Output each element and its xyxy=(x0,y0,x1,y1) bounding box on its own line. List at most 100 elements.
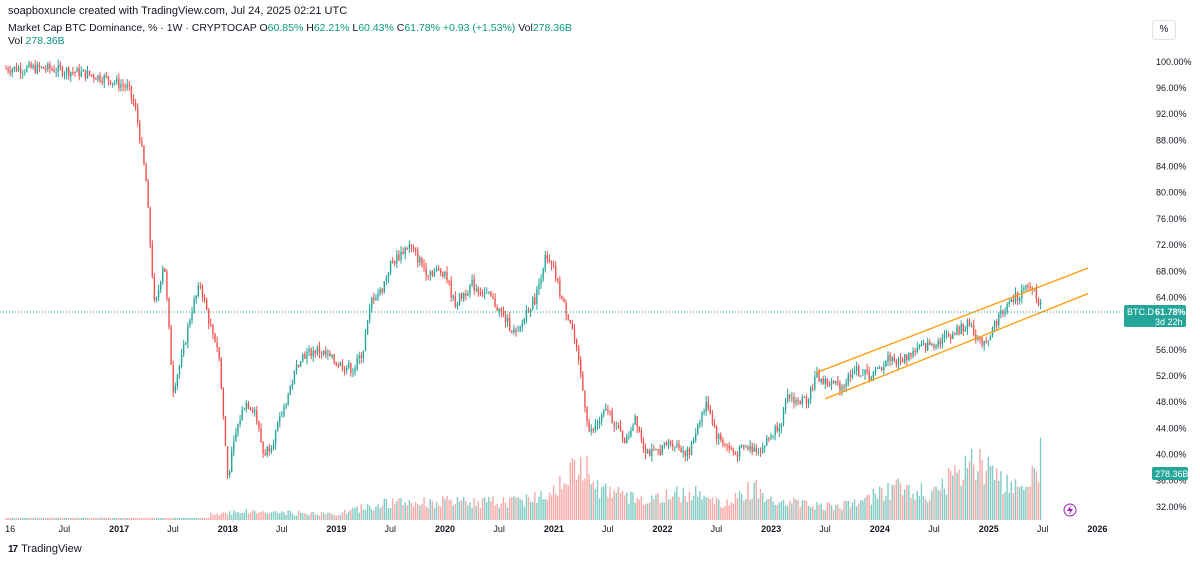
volume-bar xyxy=(504,502,507,520)
x-tick-label: Jul xyxy=(59,524,71,534)
volume-bar xyxy=(732,503,735,520)
volume-bar xyxy=(149,517,151,520)
volume-bar xyxy=(477,500,480,520)
volume-bar xyxy=(866,495,868,520)
volume-bar xyxy=(582,480,584,520)
volume-bar xyxy=(860,499,862,520)
volume-bar xyxy=(799,507,801,520)
volume-bar xyxy=(998,480,1000,520)
volume-bar xyxy=(678,496,680,520)
volume-bar xyxy=(962,479,964,520)
volume-bar xyxy=(155,517,158,520)
volume-bar xyxy=(970,448,973,520)
volume-bar xyxy=(841,510,843,520)
volume-bar xyxy=(304,513,306,520)
volume-bar xyxy=(628,503,630,520)
volume-bar xyxy=(763,501,766,520)
volume-bar xyxy=(463,496,465,520)
volume-bar xyxy=(264,512,266,520)
percent-scale-button[interactable]: % xyxy=(1152,20,1176,40)
volume-bar xyxy=(822,509,824,520)
volume-bar xyxy=(772,501,774,520)
volume-bar xyxy=(153,517,156,520)
lightning-icon[interactable] xyxy=(1063,503,1077,517)
volume-bar xyxy=(9,517,11,520)
volume-bar xyxy=(59,517,62,520)
x-tick-label: 2026 xyxy=(1087,524,1107,534)
volume-bar xyxy=(916,491,918,520)
volume-bar xyxy=(314,514,317,520)
volume-bar xyxy=(611,497,613,520)
volume-bar xyxy=(166,517,168,520)
volume-bar xyxy=(776,505,778,520)
volume-bar xyxy=(185,517,187,520)
volume-bar xyxy=(233,510,235,520)
close-value: 61.78% xyxy=(404,22,440,34)
volume-bar xyxy=(975,480,977,520)
volume-bar xyxy=(398,498,400,520)
volume-bar xyxy=(816,502,818,520)
x-tick-label: Jul xyxy=(1037,524,1049,534)
volume-bar xyxy=(883,500,885,520)
volume-bar xyxy=(1008,493,1010,520)
volume-bar xyxy=(364,509,367,520)
y-axis: 100.00% 96.00% 92.00% 88.00% 84.00% 80.00% 76.… xyxy=(1156,57,1192,512)
volume-bar xyxy=(122,517,124,520)
footer-brand[interactable]: 17 TradingView xyxy=(8,543,82,555)
volume-bar xyxy=(791,503,793,520)
volume-bar xyxy=(885,496,887,520)
volume-bar xyxy=(820,503,822,520)
volume-bar xyxy=(554,493,557,520)
volume-bar xyxy=(465,500,467,520)
symbol-title[interactable]: Market Cap BTC Dominance, % · 1W · CRYPT… xyxy=(8,22,257,34)
volume-bar xyxy=(391,498,394,520)
volume-bar xyxy=(7,517,9,520)
low-label: L xyxy=(352,22,359,34)
volume-bar xyxy=(134,517,137,520)
volume-bar xyxy=(701,499,703,520)
volume-bar xyxy=(385,499,388,520)
volume-bar xyxy=(964,455,967,520)
volume-bar xyxy=(897,478,900,520)
volume-bar xyxy=(291,513,294,520)
volume-bar xyxy=(208,517,210,520)
volume-bar xyxy=(226,514,229,520)
volume-bar xyxy=(381,506,383,520)
volume-bar xyxy=(538,496,540,520)
volume-bar xyxy=(90,517,93,520)
volume-bar xyxy=(577,474,580,520)
volume-bar xyxy=(197,517,199,520)
volume-bar xyxy=(199,517,202,520)
volume-bar xyxy=(38,517,41,520)
volume-bar xyxy=(527,496,530,520)
volume-bar xyxy=(661,501,663,520)
volume-bar xyxy=(32,517,34,520)
volume-bar xyxy=(320,511,323,520)
volume-bar xyxy=(596,480,599,520)
volume-bar xyxy=(218,515,220,520)
volume-bar xyxy=(983,484,985,520)
volume-bar xyxy=(950,470,952,520)
volume-bar xyxy=(619,492,622,520)
volume-bar xyxy=(45,517,47,520)
volume-bar xyxy=(272,511,275,520)
volume-bar xyxy=(638,499,640,520)
volume-bar xyxy=(534,491,536,520)
volume-bar xyxy=(630,491,632,520)
volume-bar xyxy=(113,517,116,520)
y-tick-label: 76.00% xyxy=(1156,214,1187,224)
volume-bar xyxy=(22,517,24,520)
close-label: C xyxy=(396,22,405,34)
volume-bar xyxy=(473,498,475,520)
volume-bar xyxy=(277,513,279,520)
volume-bar xyxy=(195,517,197,520)
volume-bar xyxy=(452,505,454,520)
volume-bar xyxy=(419,505,421,520)
volume-bar xyxy=(101,517,103,520)
vol-indicator-label[interactable]: Vol xyxy=(8,35,23,47)
volume-bar xyxy=(979,449,981,520)
volume-bar xyxy=(807,505,810,520)
volume-bar xyxy=(993,480,996,520)
volume-bar xyxy=(26,517,28,520)
